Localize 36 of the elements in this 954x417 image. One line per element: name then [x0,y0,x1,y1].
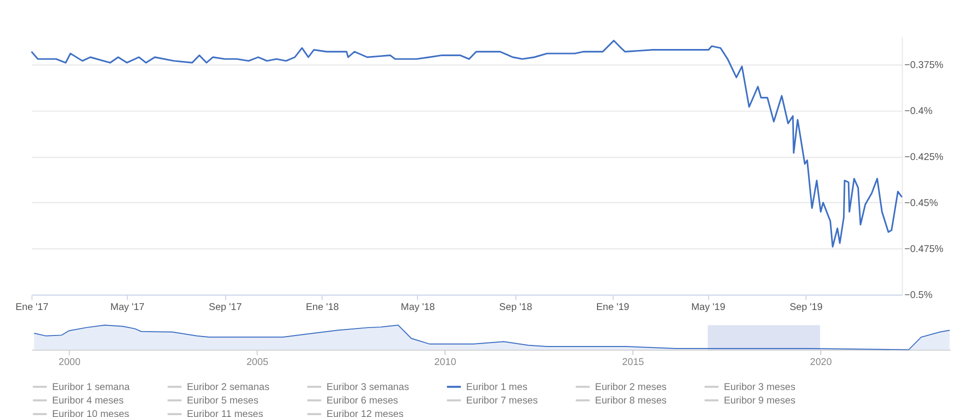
legend-label: Euribor 5 meses [186,395,259,406]
y-tick-label: −0.45% [904,198,938,210]
x-tick-label: 2010 [434,356,457,368]
y-tick-label: −0.425% [904,152,944,164]
y-tick-label: −0.375% [904,60,944,71]
legend-label: Euribor 3 meses [724,382,796,393]
x-tick-label: 2015 [622,356,645,368]
x-tick-label: Sep '17 [208,302,242,313]
x-tick-label: May '18 [400,302,436,313]
x-tick-label: Ene '17 [15,302,48,313]
legend-label: Euribor 9 meses [724,395,796,406]
x-tick-label: Sep '18 [499,302,533,313]
x-tick-label: Ene '19 [596,302,630,313]
x-tick-label: Sep '19 [790,302,823,313]
y-tick-label: −0.475% [904,244,944,256]
legend-label: Euribor 12 meses [326,409,404,417]
x-tick-label: Ene '18 [306,302,340,313]
legend-label: Euribor 10 meses [52,409,130,417]
y-tick-label: −0.4% [904,106,933,117]
legend-label: Euribor 7 meses [466,395,538,406]
legend-label: Euribor 4 meses [52,395,124,406]
legend-label: Euribor 6 meses [326,395,398,406]
x-tick-label: May '19 [691,302,726,313]
x-tick-label: 2000 [58,356,81,368]
x-tick-label: May '17 [110,302,144,313]
line-series [30,40,903,248]
x-tick-label: 2005 [246,356,269,368]
x-tick-label: 2020 [810,356,832,368]
legend-label: Euribor 8 meses [595,395,667,406]
legend-label: Euribor 3 semanas [326,382,410,393]
legend-label: Euribor 1 semana [52,382,130,393]
legend-label: Euribor 1 mes [466,382,528,393]
legend-label: Euribor 2 meses [595,382,667,393]
legend-label: Euribor 2 semanas [186,382,270,393]
legend-label: Euribor 11 meses [186,409,264,417]
y-tick-label: −0.5% [904,290,933,302]
